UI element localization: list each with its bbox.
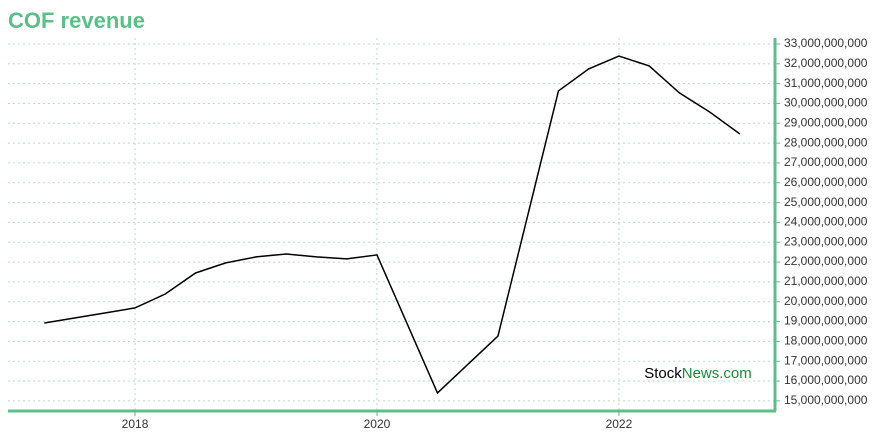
chart-title: COF revenue xyxy=(8,8,145,33)
y-tick-label: 21,000,000,000 xyxy=(784,274,868,288)
y-tick-label: 24,000,000,000 xyxy=(784,215,868,229)
x-tick-label: 2022 xyxy=(606,417,633,431)
watermark-brand: Stock xyxy=(644,365,682,382)
y-tick-label: 31,000,000,000 xyxy=(784,76,868,90)
y-tick-label: 30,000,000,000 xyxy=(784,96,868,110)
y-tick-label: 27,000,000,000 xyxy=(784,155,868,169)
y-tick-label: 18,000,000,000 xyxy=(784,334,868,348)
y-tick-label: 17,000,000,000 xyxy=(784,353,868,367)
y-tick-label: 19,000,000,000 xyxy=(784,314,868,328)
y-tick-label: 33,000,000,000 xyxy=(784,36,868,50)
x-tick-label: 2018 xyxy=(122,417,149,431)
y-tick-label: 28,000,000,000 xyxy=(784,135,868,149)
y-tick-label: 20,000,000,000 xyxy=(784,294,868,308)
y-tick-label: 32,000,000,000 xyxy=(784,56,868,70)
x-tick-label: 2020 xyxy=(364,417,391,431)
y-tick-label: 15,000,000,000 xyxy=(784,393,868,407)
y-tick-label: 29,000,000,000 xyxy=(784,115,868,129)
y-tick-label: 23,000,000,000 xyxy=(784,234,868,248)
y-tick-label: 25,000,000,000 xyxy=(784,195,868,209)
line-series xyxy=(44,55,741,395)
y-tick-label: 22,000,000,000 xyxy=(784,254,868,268)
watermark-site: News.com xyxy=(682,365,752,382)
watermark: StockNews.com xyxy=(644,365,752,382)
y-tick-label: 26,000,000,000 xyxy=(784,175,868,189)
y-tick-label: 16,000,000,000 xyxy=(784,373,868,387)
